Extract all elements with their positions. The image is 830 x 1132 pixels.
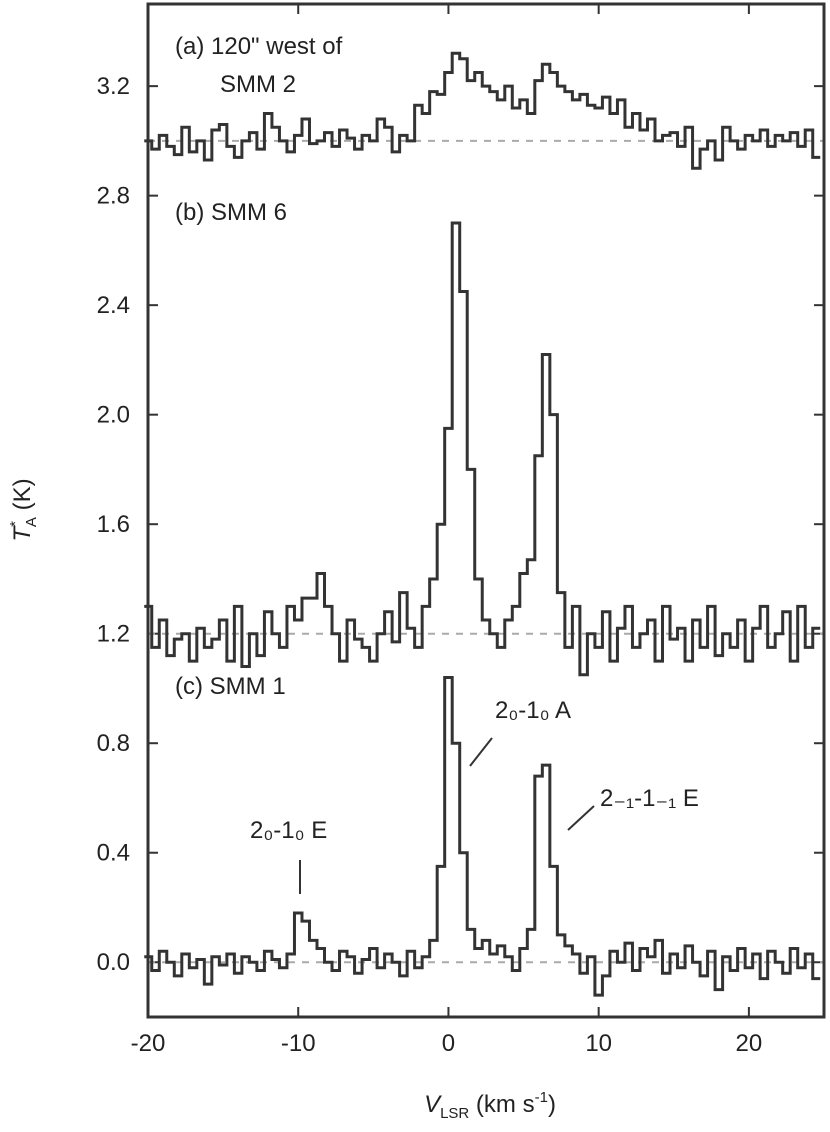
x-axis-label: VLSR (km s-1) [424,1089,556,1122]
x-label-sup: -1 [535,1089,548,1106]
x-tick-label: 0 [442,1030,455,1057]
panel-label: (b) SMM 6 [175,199,287,226]
y-label-sub: A [23,517,40,527]
line-label: 2₋₁-1₋₁ E [600,785,699,812]
plot-frame [146,2,826,1019]
y-label-rest: (K) [9,478,36,517]
y-tick-label: 0.8 [97,730,130,757]
panel-label: (a) 120" west of [175,33,343,60]
y-label-main: T [9,525,36,542]
x-tick-label: -20 [131,1030,166,1057]
leader [567,805,595,831]
spectrum [144,51,821,170]
x-label-end: ) [548,1091,556,1118]
line-label: 2₀-1₀ A [495,697,571,724]
panel-label: SMM 2 [220,71,296,98]
x-label-sub: LSR [440,1105,469,1122]
spectrum [144,221,821,677]
y-axis-label: T*A (K) [7,478,40,541]
x-tick-label: -10 [281,1030,316,1057]
y-tick-label: 2.8 [97,183,130,210]
spectrum [144,676,821,997]
x-tick-label: 20 [736,1030,763,1057]
y-tick-label: 0.4 [97,840,130,867]
x-label-rest: (km s [469,1091,534,1118]
x-tick-label: 10 [585,1030,612,1057]
y-tick-label: 1.2 [97,621,130,648]
y-tick-label: 0.0 [97,949,130,976]
y-tick-label: 2.4 [97,292,130,319]
leader [469,737,493,767]
y-tick-label: 2.0 [97,402,130,429]
x-label-main: V [424,1091,442,1118]
y-tick-label: 1.6 [97,511,130,538]
y-label-sup: * [7,521,24,527]
panel-label: (c) SMM 1 [175,673,286,700]
y-tick-label: 3.2 [97,73,130,100]
line-label: 2₀-1₀ E [250,817,327,844]
